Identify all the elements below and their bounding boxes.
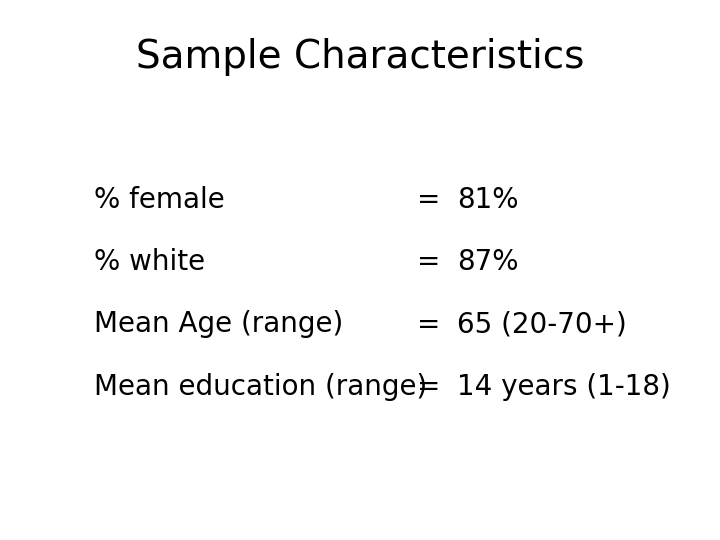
Text: % female: % female bbox=[94, 186, 225, 214]
Text: =: = bbox=[417, 373, 440, 401]
Text: =: = bbox=[417, 310, 440, 339]
Text: Mean education (range): Mean education (range) bbox=[94, 373, 427, 401]
Text: % white: % white bbox=[94, 248, 204, 276]
Text: =: = bbox=[417, 248, 440, 276]
Text: 87%: 87% bbox=[457, 248, 518, 276]
Text: =: = bbox=[417, 186, 440, 214]
Text: Mean Age (range): Mean Age (range) bbox=[94, 310, 343, 339]
Text: 81%: 81% bbox=[457, 186, 518, 214]
Text: Sample Characteristics: Sample Characteristics bbox=[136, 38, 584, 76]
Text: 65 (20-70+): 65 (20-70+) bbox=[457, 310, 627, 339]
Text: 14 years (1-18): 14 years (1-18) bbox=[457, 373, 671, 401]
